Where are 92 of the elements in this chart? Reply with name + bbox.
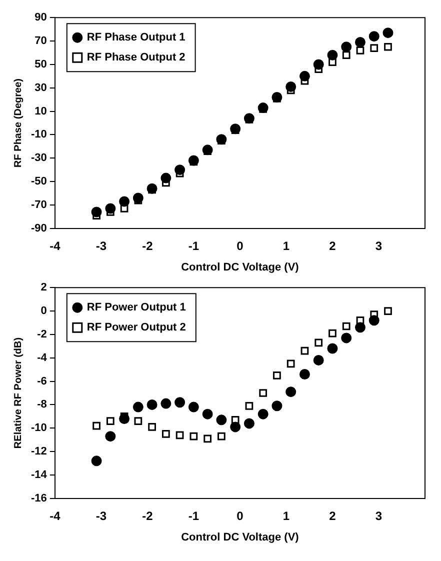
point	[202, 408, 213, 420]
point	[160, 398, 172, 409]
y-axis-title: RElative RF Power (dB)	[12, 337, 24, 449]
point	[162, 430, 170, 438]
point	[370, 310, 378, 318]
point	[342, 322, 350, 330]
point	[327, 343, 338, 354]
point	[313, 354, 324, 366]
point	[384, 42, 392, 51]
point	[218, 432, 226, 440]
point	[231, 416, 240, 424]
y-tick-label: -90	[30, 222, 47, 234]
x-tick-label: -1	[188, 238, 200, 253]
point	[259, 389, 268, 397]
y-tick-label: -50	[30, 176, 47, 188]
x-tick-label: -1	[188, 508, 200, 523]
x-tick-label: -4	[50, 238, 61, 253]
point	[328, 329, 336, 338]
x-tick-label: -3	[96, 508, 107, 523]
x-tick-label: 2	[329, 508, 336, 523]
point	[272, 400, 282, 412]
point	[176, 431, 184, 440]
point	[328, 58, 336, 66]
y-tick-label: -14	[30, 469, 48, 482]
y-tick-label: 2	[40, 282, 47, 294]
y-tick-label: -4	[37, 352, 48, 364]
point	[258, 408, 268, 420]
y-tick-label: -8	[37, 398, 47, 411]
y-tick-label: -70	[30, 199, 47, 212]
legend-label: RF Phase Output 1	[86, 32, 186, 44]
x-tick-label: 2	[329, 238, 336, 253]
point	[91, 456, 102, 466]
legend-label: RF Power Output 1	[86, 302, 186, 314]
legend-label: RF Phase Output 2	[86, 52, 186, 64]
x-tick-label: -3	[96, 238, 107, 253]
point	[204, 434, 212, 443]
y-tick-label: -12	[30, 446, 47, 458]
point	[342, 51, 350, 60]
point	[120, 204, 128, 212]
legend-label: RF Power Output 2	[86, 322, 186, 334]
point	[356, 46, 364, 54]
x-tick-label: -2	[142, 238, 154, 253]
point	[132, 402, 144, 412]
point	[216, 414, 227, 426]
point	[92, 422, 100, 430]
point	[341, 42, 352, 52]
point	[148, 423, 156, 431]
x-tick-label: 1	[282, 508, 290, 523]
y-tick-label: -10	[30, 422, 47, 434]
point	[356, 316, 364, 324]
point	[382, 28, 394, 38]
y-tick-label: -10	[30, 128, 47, 141]
x-tick-label: 3	[375, 238, 382, 253]
point	[368, 31, 380, 42]
point	[299, 369, 310, 380]
y-tick-label: -2	[37, 328, 47, 340]
point	[245, 402, 254, 410]
y-tick-label: -30	[30, 152, 47, 164]
point	[314, 338, 323, 347]
x-axis-title: Control DC Voltage (V)	[181, 261, 300, 274]
y-tick-label: 50	[34, 58, 47, 70]
point	[134, 417, 142, 426]
x-tick-label: 0	[236, 508, 244, 523]
x-tick-label: -4	[50, 508, 61, 523]
y-tick-label: 70	[34, 35, 47, 48]
x-axis-title: Control DC Voltage (V)	[181, 531, 300, 544]
point	[370, 44, 378, 52]
point	[286, 360, 295, 368]
x-tick-label: 3	[375, 508, 382, 523]
point	[384, 307, 392, 315]
point	[286, 386, 296, 398]
point	[190, 432, 198, 440]
point	[105, 431, 116, 442]
x-tick-label: -2	[142, 508, 154, 523]
point	[244, 418, 254, 429]
point	[146, 399, 158, 410]
y-tick-label: 0	[40, 305, 47, 318]
point	[354, 36, 366, 48]
point	[300, 346, 309, 355]
point	[106, 417, 114, 426]
point	[188, 402, 199, 412]
point	[273, 372, 281, 380]
y-tick-label: -6	[37, 375, 47, 388]
y-tick-label: 10	[34, 105, 47, 118]
y-tick-label: 30	[34, 82, 47, 94]
x-tick-label: 1	[282, 238, 290, 253]
y-axis-title: RF Phase (Degree)	[12, 78, 24, 168]
y-tick-label: -16	[30, 492, 47, 504]
point	[174, 397, 186, 408]
point	[341, 332, 352, 344]
x-tick-label: 0	[236, 238, 244, 253]
y-tick-label: 90	[34, 12, 47, 24]
